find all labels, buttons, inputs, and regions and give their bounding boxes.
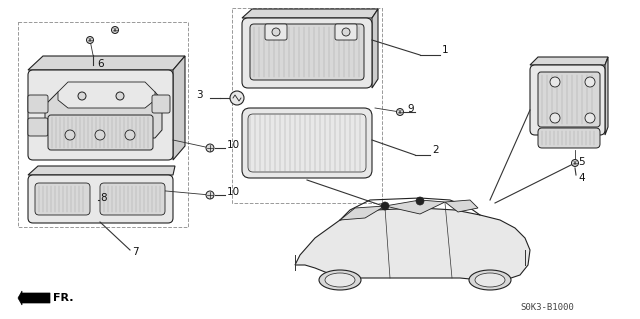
Text: 10: 10 [227,187,240,197]
Circle shape [95,130,105,140]
Circle shape [272,28,280,36]
Circle shape [416,197,424,205]
Polygon shape [173,56,185,160]
Circle shape [125,130,135,140]
FancyBboxPatch shape [250,24,364,80]
Ellipse shape [319,270,361,290]
Polygon shape [372,9,378,88]
Circle shape [550,77,560,87]
Circle shape [397,108,403,115]
FancyBboxPatch shape [28,175,173,223]
Circle shape [585,77,595,87]
FancyBboxPatch shape [242,108,372,178]
Polygon shape [28,166,175,175]
Text: 5: 5 [578,157,584,167]
FancyBboxPatch shape [538,128,600,148]
Polygon shape [28,56,185,70]
FancyBboxPatch shape [335,24,357,40]
Text: 10: 10 [227,140,240,150]
FancyBboxPatch shape [152,95,170,113]
FancyBboxPatch shape [35,183,90,215]
Polygon shape [605,57,608,135]
Ellipse shape [469,270,511,290]
FancyBboxPatch shape [242,18,372,88]
FancyBboxPatch shape [28,70,173,160]
Text: 8: 8 [100,193,107,203]
Bar [232,8,382,203]
Circle shape [572,160,579,167]
Circle shape [111,26,118,33]
Polygon shape [58,82,155,108]
Circle shape [78,92,86,100]
Text: 3: 3 [196,90,203,100]
Circle shape [206,191,214,199]
FancyBboxPatch shape [28,95,48,113]
Text: 1: 1 [442,45,449,55]
Polygon shape [295,208,530,280]
Ellipse shape [475,273,505,287]
FancyBboxPatch shape [28,118,48,136]
Circle shape [585,113,595,123]
Circle shape [65,130,75,140]
Circle shape [381,202,389,210]
Text: 6: 6 [97,59,104,69]
FancyBboxPatch shape [48,115,153,150]
Text: 4: 4 [578,173,584,183]
Text: FR.: FR. [53,293,74,303]
Polygon shape [340,206,385,220]
Polygon shape [530,57,608,65]
Circle shape [86,36,93,43]
Circle shape [230,91,244,105]
Text: 9: 9 [407,104,413,114]
FancyBboxPatch shape [265,24,287,40]
Text: S0K3-B1000: S0K3-B1000 [520,303,573,312]
Circle shape [550,113,560,123]
Polygon shape [18,291,50,305]
Circle shape [206,144,214,152]
Polygon shape [242,9,378,18]
Polygon shape [385,200,445,214]
Polygon shape [45,92,162,138]
Bar [18,22,188,227]
FancyBboxPatch shape [530,65,605,135]
Text: 7: 7 [132,247,139,257]
FancyBboxPatch shape [538,72,600,127]
Circle shape [342,28,350,36]
Circle shape [116,92,124,100]
Ellipse shape [325,273,355,287]
Text: 2: 2 [432,145,438,155]
FancyBboxPatch shape [100,183,165,215]
Polygon shape [445,200,478,212]
